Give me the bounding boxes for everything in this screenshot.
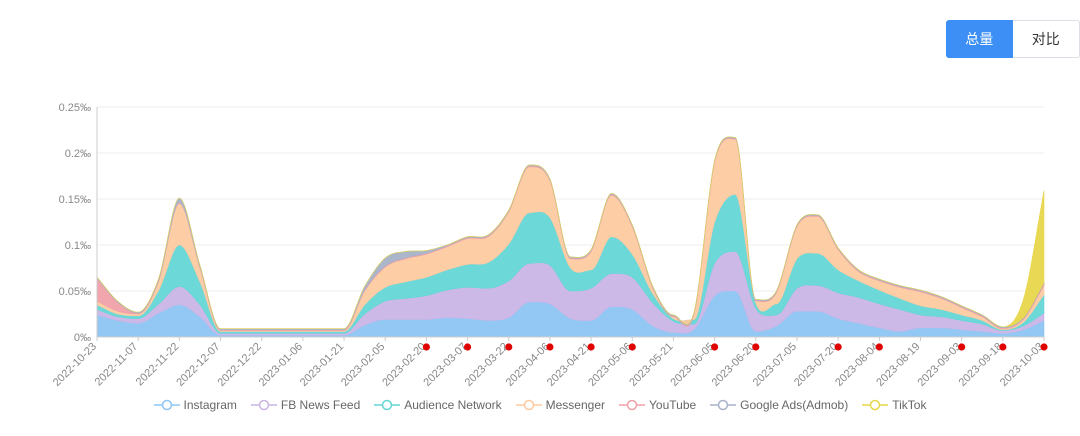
view-toggle: 总量 对比	[946, 20, 1080, 58]
legend-item-youtube[interactable]: YouTube	[619, 398, 696, 412]
chart-legend: Instagram FB News Feed Audience Network Mes…	[0, 398, 1080, 412]
y-tick-label: 0.15‰	[59, 194, 91, 206]
y-axis-ticks: 0‰ 0.05‰ 0.1‰ 0.15‰ 0.2‰ 0.25‰	[59, 102, 91, 344]
legend-item-instagram[interactable]: Instagram	[153, 398, 237, 412]
y-tick-label: 0.25‰	[59, 102, 91, 114]
date-marker	[1040, 343, 1048, 351]
date-marker	[505, 343, 513, 351]
legend-label: Messenger	[545, 398, 606, 412]
date-marker	[752, 343, 760, 351]
legend-item-messenger[interactable]: Messenger	[515, 398, 606, 412]
date-marker	[711, 343, 719, 351]
date-marker	[546, 343, 554, 351]
date-markers	[422, 343, 1048, 351]
legend-line-circle-icon	[153, 399, 180, 411]
legend-label: FB News Feed	[280, 398, 361, 412]
date-marker	[999, 343, 1007, 351]
y-tick-label: 0‰	[74, 332, 91, 344]
area-tiktok	[96, 136, 1045, 330]
legend-label: Audience Network	[404, 398, 502, 412]
legend-item-google-ads-admob[interactable]: Google Ads(Admob)	[710, 398, 848, 412]
y-tick-label: 0.1‰	[65, 240, 91, 252]
legend-line-circle-icon	[515, 399, 542, 411]
date-marker	[875, 343, 883, 351]
legend-item-tiktok[interactable]: TikTok	[862, 398, 926, 412]
y-tick-label: 0.2‰	[65, 148, 91, 160]
legend-line-circle-icon	[862, 399, 889, 411]
y-tick-label: 0.05‰	[59, 286, 91, 298]
date-marker	[628, 343, 636, 351]
date-marker	[958, 343, 966, 351]
date-marker	[422, 343, 430, 351]
legend-line-circle-icon	[374, 399, 401, 411]
legend-item-fb-news-feed[interactable]: FB News Feed	[250, 398, 361, 412]
legend-item-audience-network[interactable]: Audience Network	[374, 398, 502, 412]
x-tick-label: 2022-10-23	[51, 341, 99, 389]
legend-line-circle-icon	[250, 399, 277, 411]
series-areas	[96, 136, 1045, 338]
x-tick-label: 2022-11-07	[93, 341, 141, 389]
legend-line-circle-icon	[710, 399, 737, 411]
compare-button[interactable]: 对比	[1012, 20, 1080, 58]
legend-label: Google Ads(Admob)	[740, 398, 849, 412]
legend-label: YouTube	[649, 398, 697, 412]
date-marker	[587, 343, 595, 351]
legend-label: Instagram	[183, 398, 237, 412]
legend-line-circle-icon	[619, 399, 646, 411]
total-button[interactable]: 总量	[946, 20, 1013, 58]
axes	[96, 107, 1044, 338]
date-marker	[463, 343, 472, 351]
date-marker	[834, 343, 842, 351]
legend-label: TikTok	[892, 398, 927, 412]
